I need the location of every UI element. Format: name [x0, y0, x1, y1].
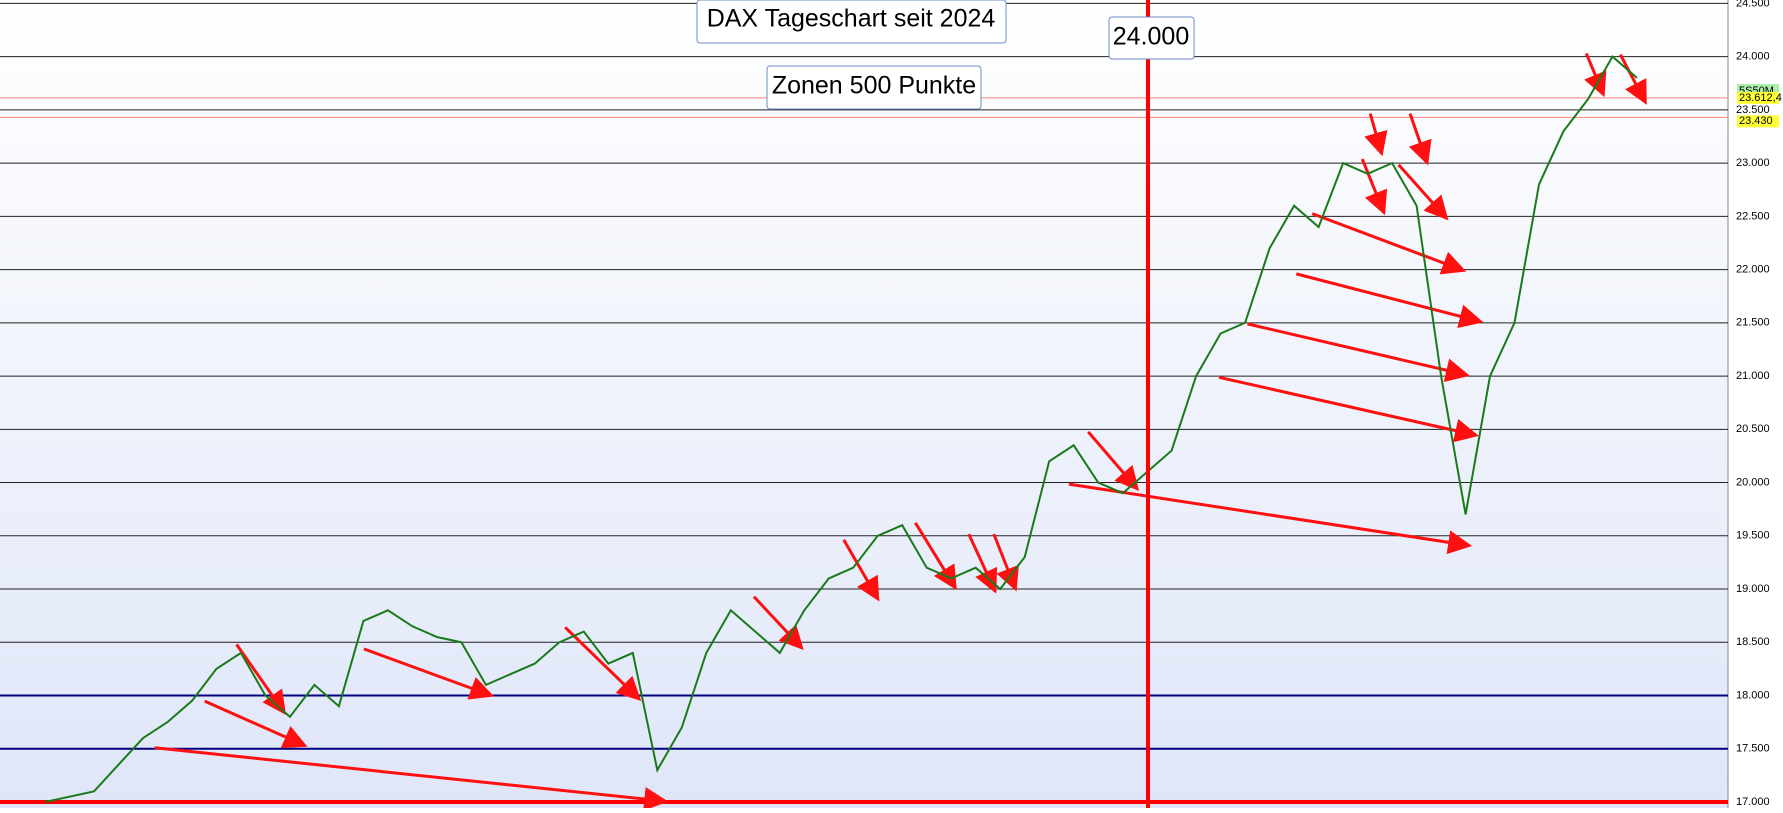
y-tick-label: 24.500 [1736, 0, 1770, 9]
drawing-arrow [1408, 113, 1432, 166]
drawing-arrow [1360, 158, 1388, 216]
y-tick-label: 24.000 [1736, 51, 1770, 63]
y-tick-label: 23.500 [1736, 104, 1770, 116]
drawing-arrow [1295, 272, 1484, 328]
y-tick-label: 22.500 [1736, 210, 1770, 222]
axis-background [1728, 0, 1783, 808]
drawing-arrow [992, 533, 1019, 592]
y-tick-label: 23.000 [1736, 157, 1770, 169]
drawing-arrow [235, 643, 287, 715]
drawing-arrow [1247, 322, 1470, 382]
chart-title: DAX Tageschart seit 2024 [707, 5, 996, 33]
y-tick-label: 21.000 [1736, 370, 1770, 382]
drawing-arrow [1218, 375, 1479, 443]
drawing-arrow [752, 595, 804, 650]
y-tick-label: 20.000 [1736, 476, 1770, 488]
plot-background [0, 0, 1728, 808]
price-label: 23.612,4 [1739, 92, 1782, 104]
drawing-arrow [842, 539, 880, 602]
title-box [696, 0, 1007, 44]
y-tick-label: 19.000 [1736, 583, 1770, 595]
chart-subtitle: Zonen 500 Punkte [772, 72, 976, 100]
drawing-arrow [1397, 163, 1449, 221]
drawing-arrow [1087, 430, 1140, 491]
drawing-arrow [1068, 482, 1473, 555]
price-badge [1737, 115, 1779, 128]
drawing-arrow [204, 699, 308, 748]
y-tick-label: 22.000 [1736, 264, 1770, 276]
annotation: 24.000 [1113, 23, 1189, 51]
y-tick-label: 18.000 [1736, 689, 1770, 701]
price-badge [1737, 91, 1779, 104]
subtitle-box [766, 65, 982, 110]
y-tick-label: 18.500 [1736, 636, 1770, 648]
drawing-arrow [1619, 53, 1647, 105]
drawing-arrow [1584, 52, 1607, 98]
y-tick-label: 20.500 [1736, 423, 1770, 435]
drawing-arrow [363, 647, 495, 700]
price-label: 23.430 [1739, 115, 1773, 127]
drawing-arrow [154, 746, 669, 811]
y-tick-label: 17.000 [1736, 796, 1770, 808]
price-line-series [44, 55, 1638, 803]
y-tick-label: 19.500 [1736, 530, 1770, 542]
y-tick-label: 17.500 [1736, 743, 1770, 755]
drawing-arrow [1311, 212, 1467, 275]
drawing-arrow [564, 626, 642, 701]
drawing-arrow [1364, 113, 1388, 157]
y-tick-label: 21.500 [1736, 317, 1770, 329]
annotation-box [1108, 16, 1195, 60]
